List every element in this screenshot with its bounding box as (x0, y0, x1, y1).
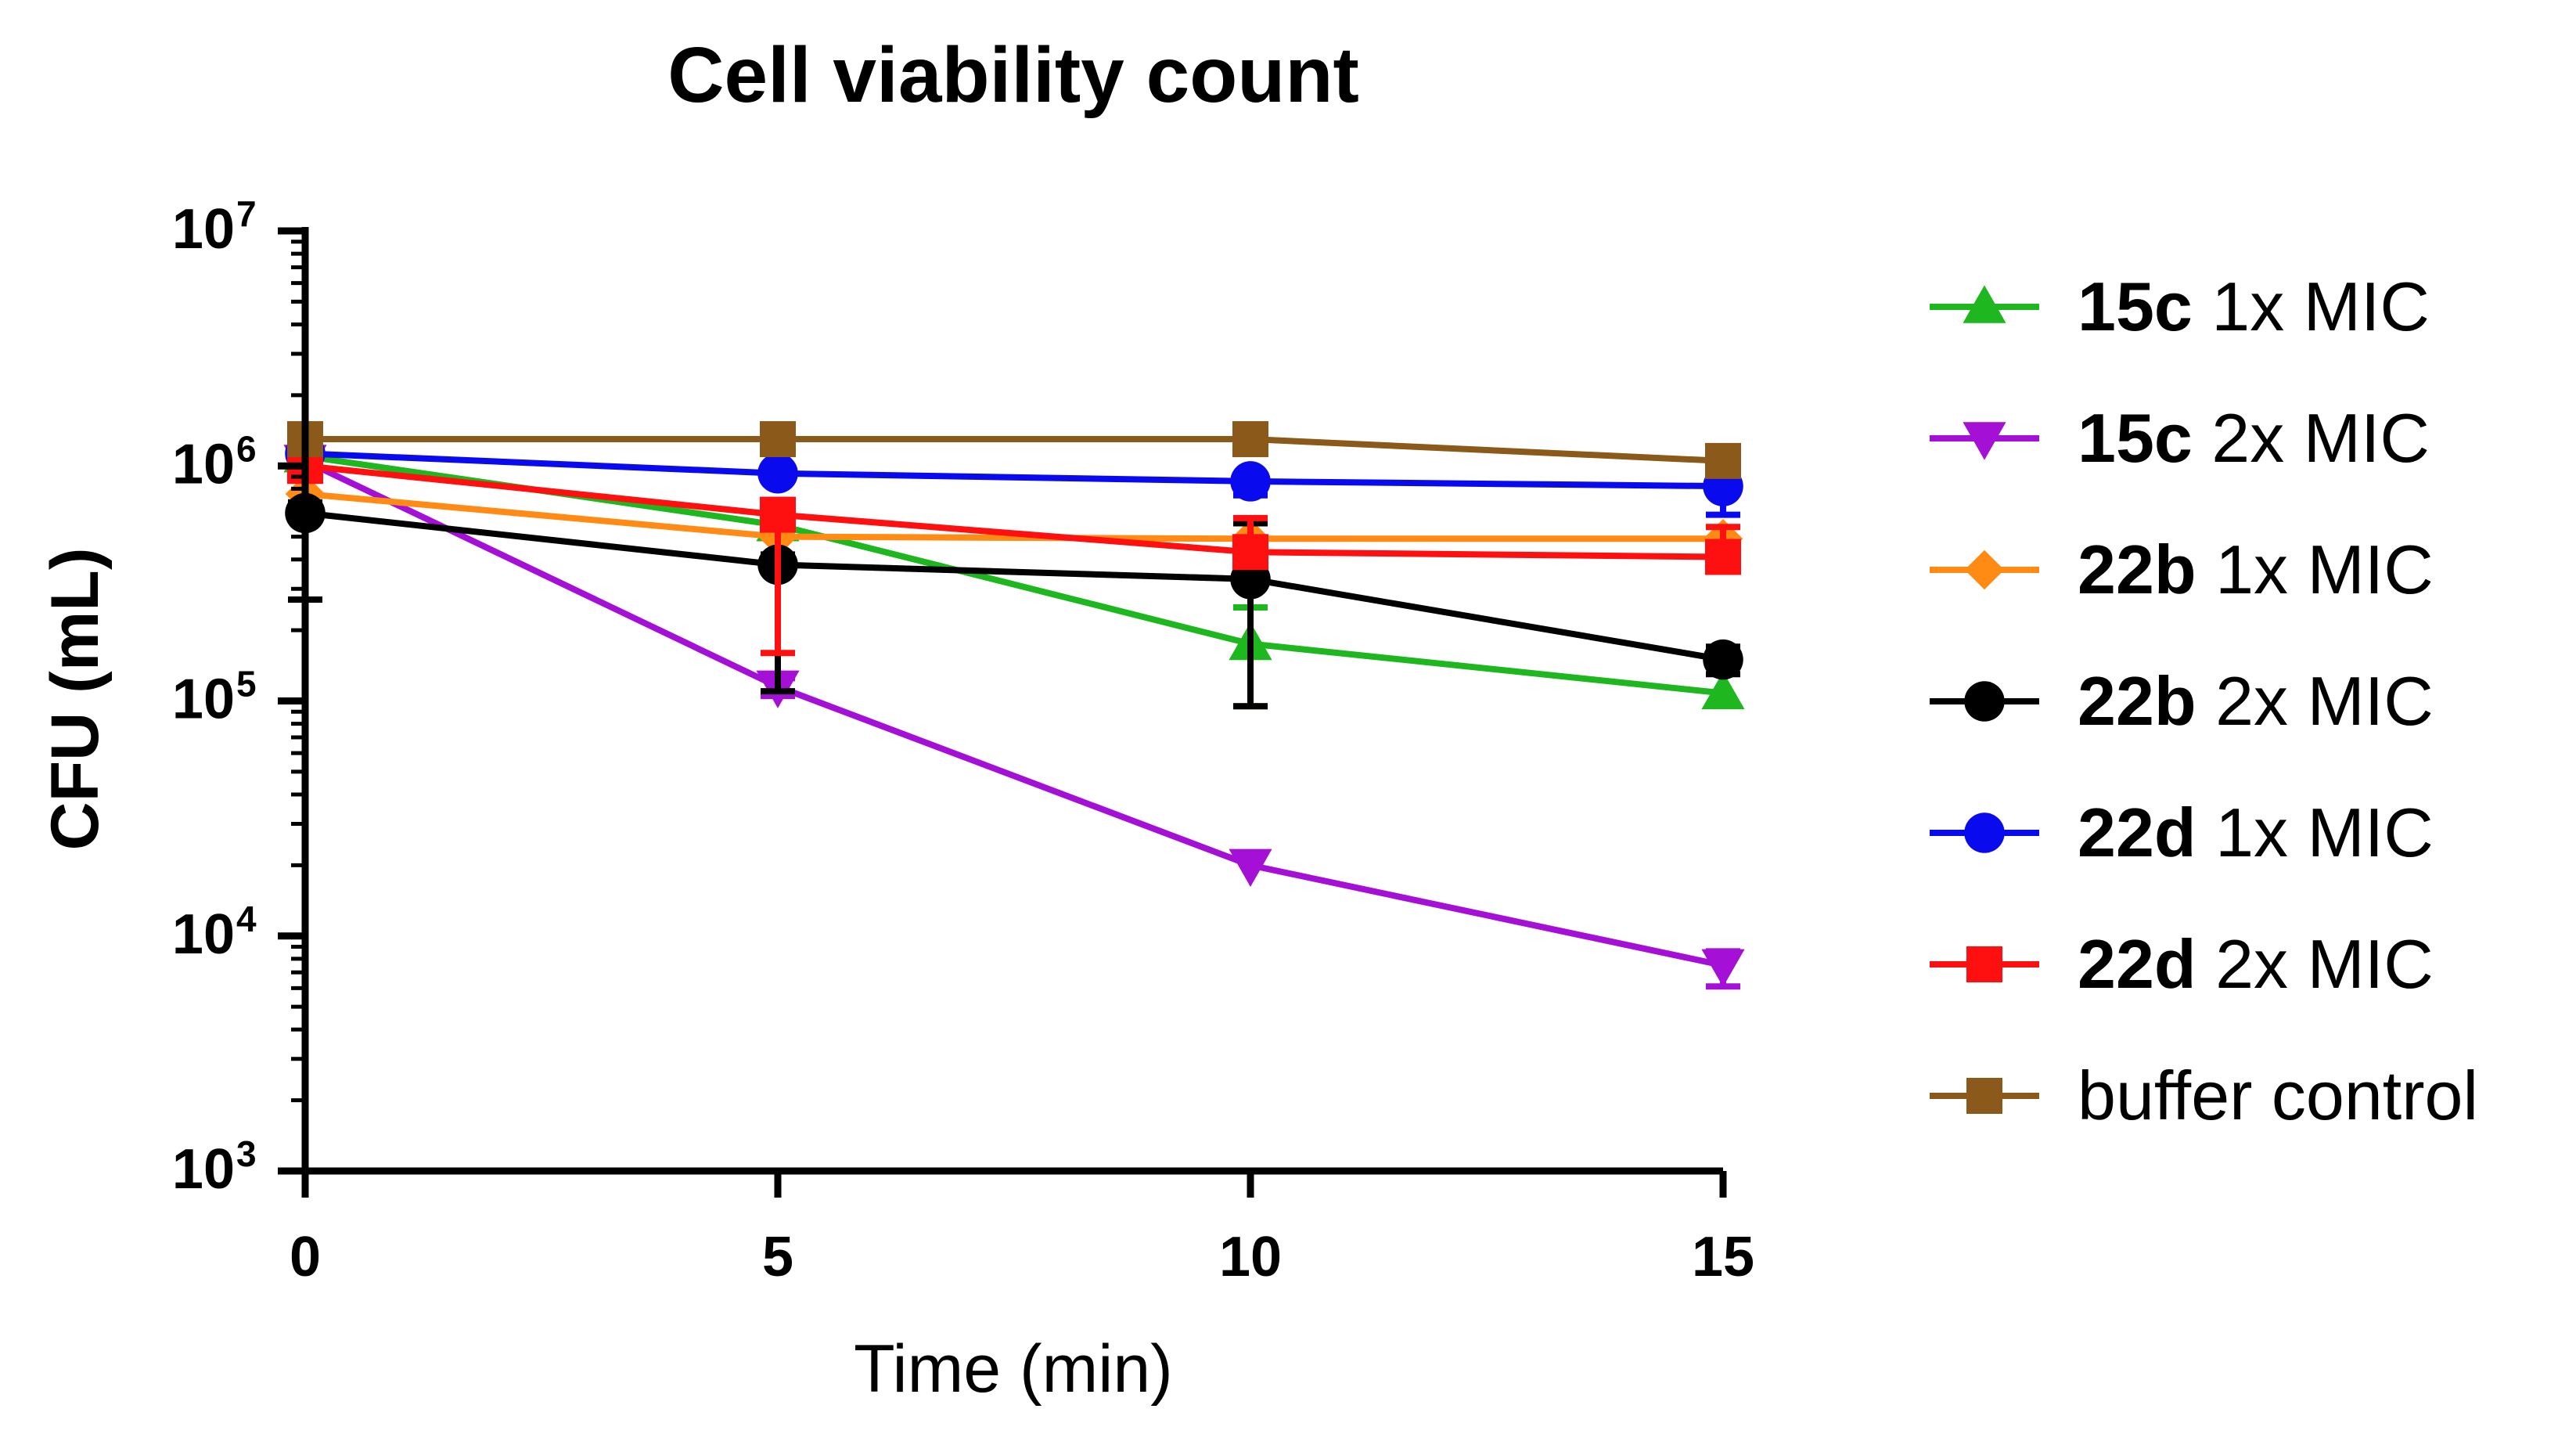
legend-label: 15c 1x MIC (2078, 268, 2430, 345)
legend-item: 15c 1x MIC (1930, 268, 2430, 345)
data-point (1703, 639, 1743, 680)
y-tick-label: 10 (172, 668, 235, 731)
legend-marker (1963, 285, 2006, 323)
x-tick-label: 10 (1219, 1226, 1282, 1288)
data-point (1232, 534, 1268, 571)
series-line (304, 458, 1724, 969)
x-axis-label: Time (min) (854, 1331, 1173, 1407)
series-buffer-control (287, 421, 1741, 479)
legend: 15c 1x MIC 15c 2x MIC 22b 1x MIC 22b 2x MIC… (1930, 268, 2478, 1134)
series-line (305, 436, 1724, 464)
data-point (757, 452, 798, 494)
y-tick-label: 10 (172, 433, 235, 495)
legend-label: 15c 2x MIC (2078, 399, 2430, 477)
legend-label: buffer control (2078, 1057, 2478, 1134)
data-point (1705, 442, 1741, 479)
y-tick-exponent: 6 (236, 428, 257, 469)
legend-marker (1966, 1078, 2002, 1114)
y-tick-label: 10 (172, 1138, 235, 1201)
legend-item: 22d 1x MIC (1930, 794, 2434, 871)
data-point (1705, 539, 1741, 575)
y-tick-exponent: 3 (236, 1133, 257, 1174)
plot-area (283, 421, 1745, 990)
y-tick-exponent: 5 (236, 664, 257, 704)
legend-item: 22d 2x MIC (1930, 925, 2434, 1003)
axes (301, 227, 1723, 1175)
data-point (1232, 421, 1268, 458)
legend-label: 22d 1x MIC (2078, 794, 2434, 871)
series-22d-1x-mic (285, 433, 1743, 518)
legend-item: buffer control (1930, 1057, 2478, 1134)
series-15c-2x-mic (283, 445, 1745, 990)
series-line (304, 463, 1724, 560)
x-tick-label: 5 (762, 1226, 793, 1288)
data-point (760, 421, 796, 458)
legend-label: 22d 2x MIC (2078, 925, 2434, 1003)
chart-title: Cell viability count (667, 31, 1359, 119)
y-tick-exponent: 4 (236, 899, 257, 939)
y-axis-label: CFU (mL) (38, 548, 113, 851)
x-tick-label: 0 (290, 1226, 321, 1288)
series-line (304, 491, 1723, 542)
legend-marker (1963, 422, 2006, 460)
data-point (1230, 461, 1271, 502)
ticks: 10 310 410 510 610 70 5 10 15 (172, 193, 1754, 1288)
legend-marker (1966, 946, 2002, 982)
data-point (1229, 849, 1272, 887)
legend-marker (1964, 812, 2005, 853)
legend-marker (1964, 681, 2005, 722)
x-tick-label: 15 (1692, 1226, 1754, 1288)
legend-label: 22b 2x MIC (2078, 662, 2434, 740)
legend-item: 22b 2x MIC (1930, 662, 2434, 740)
series-line (304, 510, 1724, 663)
data-point (760, 496, 796, 533)
y-tick-label: 10 (172, 198, 235, 261)
legend-item: 22b 1x MIC (1930, 531, 2434, 608)
legend-marker (1964, 549, 2005, 590)
series-line (304, 450, 1724, 490)
legend-label: 22b 1x MIC (2078, 531, 2434, 608)
data-point (1701, 949, 1745, 987)
y-tick-exponent: 7 (236, 193, 257, 234)
y-tick-label: 10 (172, 903, 235, 966)
legend-item: 15c 2x MIC (1930, 399, 2430, 477)
data-point (1701, 671, 1745, 710)
